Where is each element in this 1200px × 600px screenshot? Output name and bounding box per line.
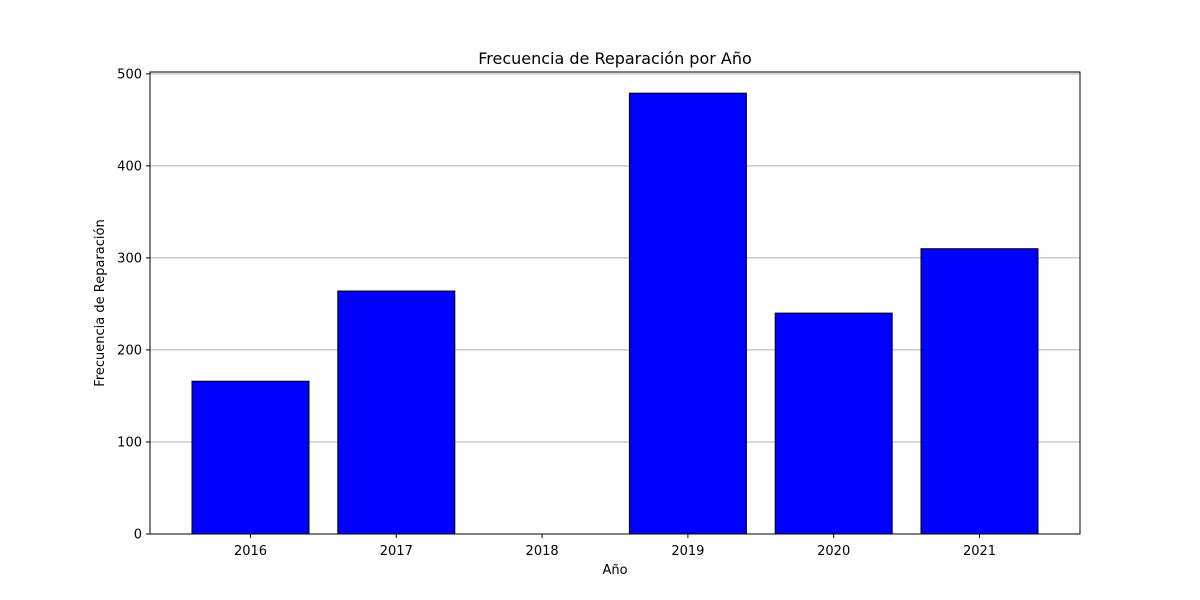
x-tick-label-2021: 2021 bbox=[963, 544, 996, 559]
x-axis-label: Año bbox=[602, 563, 627, 578]
y-tick-label: 400 bbox=[117, 159, 142, 174]
bar-2019 bbox=[628, 92, 747, 535]
chart-title: Frecuencia de Reparación por Año bbox=[478, 49, 752, 68]
x-tick-label-2016: 2016 bbox=[234, 544, 267, 559]
y-tick-label: 500 bbox=[117, 67, 142, 82]
x-tick-label-2019: 2019 bbox=[671, 544, 704, 559]
y-tick-label: 0 bbox=[134, 528, 142, 543]
bar-2016 bbox=[191, 380, 310, 535]
y-tick-label: 200 bbox=[117, 343, 142, 358]
bar-2021 bbox=[920, 248, 1039, 535]
y-axis-label: Frecuencia de Reparación bbox=[93, 219, 108, 386]
y-tick-label: 300 bbox=[117, 251, 142, 266]
x-tick-label-2018: 2018 bbox=[526, 544, 559, 559]
bar-2020 bbox=[774, 312, 893, 535]
y-axis-ticks: 0 100 200 300 400 500 bbox=[117, 67, 150, 543]
bar-2017 bbox=[337, 290, 456, 535]
x-axis-ticks: 2016 2017 2018 2019 2020 2021 bbox=[234, 534, 996, 559]
x-tick-label-2020: 2020 bbox=[817, 544, 850, 559]
plot-frame bbox=[149, 71, 1081, 535]
x-tick-label-2017: 2017 bbox=[380, 544, 413, 559]
y-tick-label: 100 bbox=[117, 435, 142, 450]
bars bbox=[191, 92, 1039, 535]
